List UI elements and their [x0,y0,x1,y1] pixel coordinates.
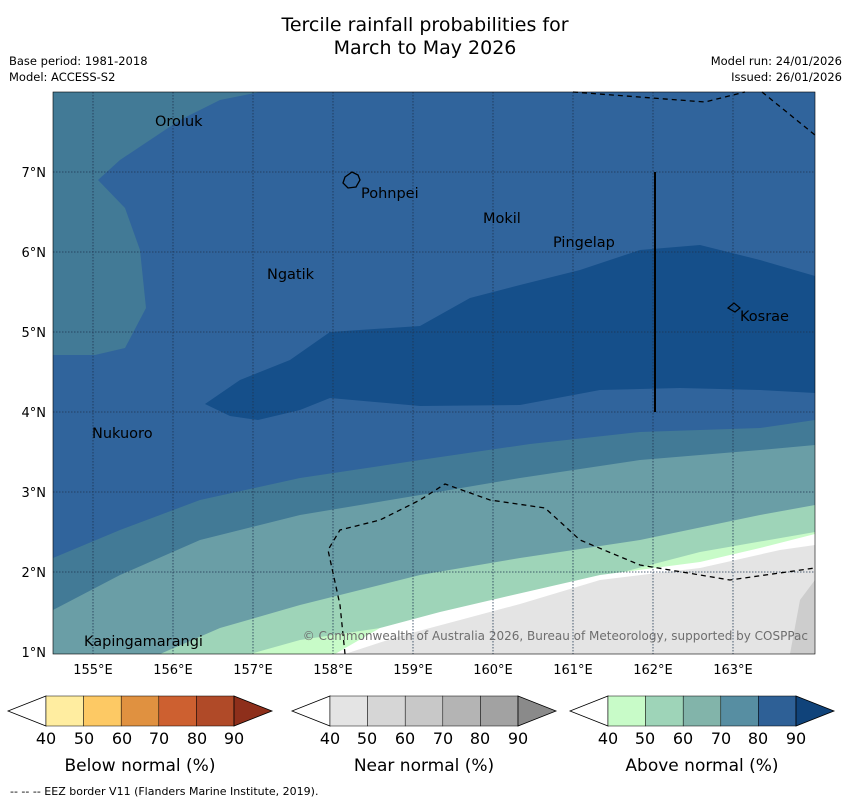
lon-tick-label: 158°E [313,663,353,678]
map-frame [52,91,816,655]
lon-tick-label: 161°E [553,663,593,678]
eez-border [327,91,816,655]
colorbar-segment [158,695,197,727]
title-line-1: Tercile rainfall probabilities for [281,14,569,36]
place-label: Ngatik [267,267,315,283]
near-normal-label: Near normal (%) [353,756,495,776]
colorbar-segment [682,695,722,727]
colorbar-extend-high [233,695,274,727]
colorbar-segment [442,695,481,727]
lat-tick-label: 3°N [22,486,47,501]
lat-tick-label: 4°N [22,406,47,421]
colorbar-segment [720,695,759,727]
colorbar-extend-high [517,695,558,727]
base-period: Base period: 1981-2018 [9,54,148,68]
title-line-2: March to May 2026 [333,37,517,59]
colorbar-tick: 40 [319,729,341,748]
colorbar-segment [329,695,368,727]
colorbar-tick: 90 [507,729,529,748]
lon-tick-label: 157°E [233,663,273,678]
below-normal-label: Below normal (%) [64,756,216,776]
near-normal-colorbar [290,695,558,727]
graticule [53,92,815,654]
colorbar-segment [367,695,406,727]
colorbar-tick: 50 [634,729,656,748]
lon-tick-label: 160°E [473,663,513,678]
colorbar-tick: 40 [597,729,619,748]
colorbar-tick: 70 [148,729,170,748]
longitude-ticks: 155°E 156°E 157°E 158°E 159°E 160°E 161°… [73,663,753,678]
place-labels: Oroluk Pohnpei Mokil Pingelap Ngatik Kos… [84,114,789,650]
colorbar-segment [404,695,444,727]
lon-tick-label: 155°E [73,663,113,678]
colorbars [6,695,836,727]
latitude-ticks: 7°N 6°N 5°N 4°N 3°N 2°N 1°N [22,166,47,661]
colorbar-extend-low [6,695,47,727]
lat-tick-label: 5°N [22,326,47,341]
place-label: Nukuoro [92,426,153,442]
lat-tick-label: 2°N [22,566,47,581]
place-label: Pingelap [553,235,615,251]
colorbar-tick: 70 [432,729,454,748]
colorbar-tick: 40 [35,729,57,748]
pohnpei-island-icon [342,171,361,189]
colorbar-segment [480,695,519,727]
colorbar-segment [120,695,160,727]
issued-date: Issued: 26/01/2026 [731,70,842,84]
probability-field [53,92,815,654]
colorbar-segment [45,695,84,727]
colorbar-segment [83,695,122,727]
colorbar-tick: 80 [747,729,769,748]
colorbar-tick: 80 [186,729,208,748]
place-label: Pohnpei [361,186,419,202]
lon-tick-label: 159°E [393,663,433,678]
lat-tick-label: 6°N [22,246,47,261]
place-label: Oroluk [155,114,203,130]
eez-footnote: -- -- -- EEZ border V11 (Flanders Marine… [10,785,319,798]
above-normal-colorbar [568,695,836,727]
above-normal-label: Above normal (%) [625,756,779,776]
copyright-notice: © Commonwealth of Australia 2026, Bureau… [303,629,808,643]
lon-tick-label: 162°E [633,663,673,678]
kosrae-island-icon [726,302,741,313]
lon-tick-label: 163°E [713,663,753,678]
colorbar-extend-high [795,695,836,727]
place-label: Kosrae [740,309,789,325]
colorbar-tick: 80 [469,729,491,748]
model-run: Model run: 24/01/2026 [710,54,842,68]
colorbar-tick: 60 [394,729,416,748]
colorbar-tick: 60 [111,729,133,748]
colorbar-tick: 50 [356,729,378,748]
lat-tick-label: 7°N [22,166,47,181]
colorbar-tick: 90 [785,729,807,748]
lat-tick-label: 1°N [22,646,47,661]
colorbar-segment [607,695,646,727]
colorbar-tick: 70 [710,729,732,748]
colorbar-tick: 90 [223,729,245,748]
below-normal-colorbar [6,695,274,727]
colorbar-tick: 60 [672,729,694,748]
colorbar-segment [645,695,684,727]
colorbar-extend-low [568,695,609,727]
forecast-map: Oroluk Pohnpei Mokil Pingelap Ngatik Kos… [22,91,816,678]
colorbar-extend-low [290,695,331,727]
lon-tick-label: 156°E [153,663,193,678]
model-name: Model: ACCESS-S2 [9,70,116,84]
colorbar-tick: 50 [73,729,95,748]
colorbar-segment [758,695,797,727]
place-label: Kapingamarangi [84,634,203,650]
colorbar-segment [196,695,235,727]
place-label: Mokil [483,211,521,227]
